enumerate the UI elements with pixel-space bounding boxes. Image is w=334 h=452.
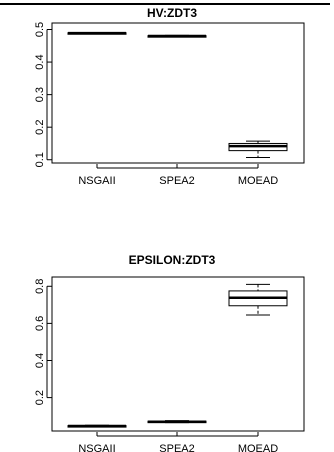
y-tick-label: 0.4: [34, 54, 46, 69]
epsilon-zdt3-panel: EPSILON:ZDT3 0.2 0.4 0.6 0.8 NSGAII SPEA2 MOEA…: [34, 253, 305, 452]
y-tick-label: 0.8: [34, 279, 46, 294]
y-tick-label: 0.1: [34, 152, 46, 167]
box-nsgaii: [67, 424, 127, 428]
y-tick-label: 0.6: [34, 316, 46, 331]
box-spea2: [147, 34, 207, 38]
hv-zdt3-panel: HV:ZDT3 0.1 0.2 0.3 0.4 0.5 NSGAII SPEA2 MOEAD: [34, 6, 305, 187]
plot-frame: [51, 22, 305, 164]
y-tick-label: 0.4: [34, 353, 46, 368]
box-moead: [228, 283, 288, 316]
x-tick-label: SPEA2: [159, 443, 194, 452]
plot-frame: [51, 276, 305, 432]
box-moead: [228, 140, 288, 158]
x-tick-label: MOEAD: [238, 443, 278, 452]
top-rule: [0, 3, 330, 5]
y-tick-label: 0.3: [34, 87, 46, 102]
x-tick-label: SPEA2: [159, 175, 194, 187]
box-nsgaii: [67, 31, 127, 35]
y-tick-label: 0.2: [34, 120, 46, 135]
chart-title: EPSILON:ZDT3: [129, 253, 216, 267]
chart-title: HV:ZDT3: [147, 6, 197, 20]
x-tick-label: NSGAII: [78, 175, 115, 187]
y-tick-label: 0.5: [34, 22, 46, 37]
x-tick-label: NSGAII: [78, 443, 115, 452]
x-tick-label: MOEAD: [238, 175, 278, 187]
box-spea2: [147, 420, 207, 424]
y-tick-label: 0.2: [34, 390, 46, 405]
